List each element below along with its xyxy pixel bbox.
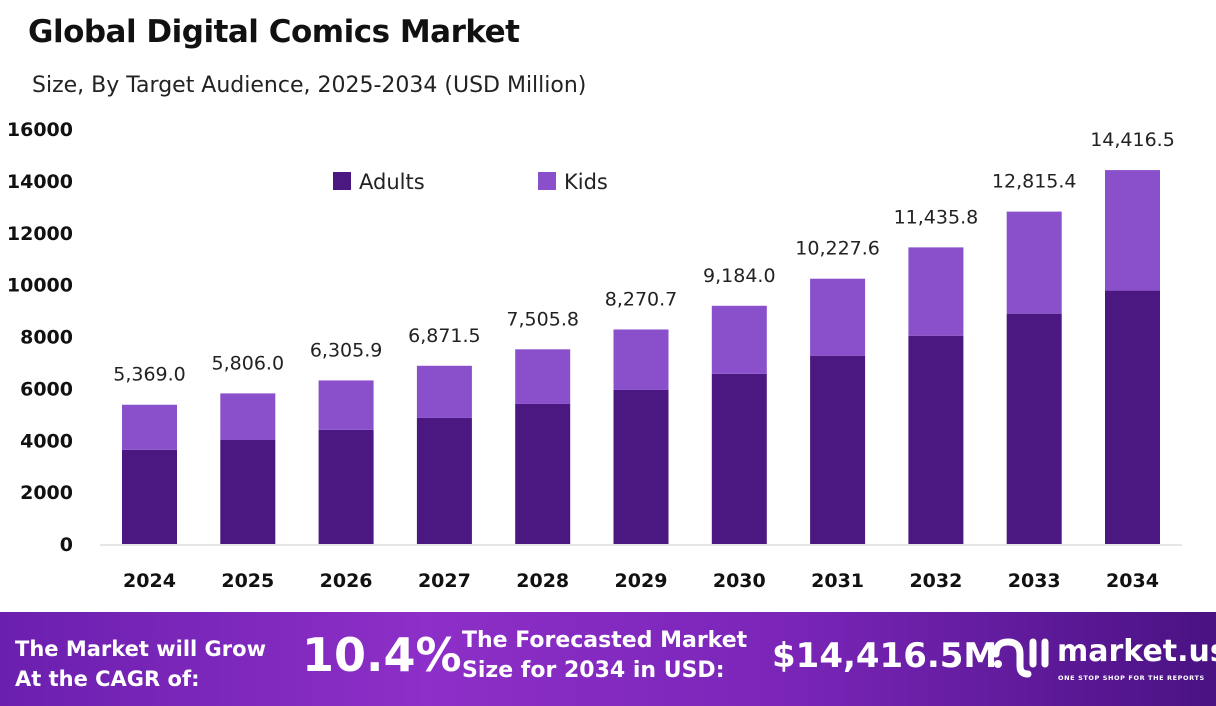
- total-data-label: 11,435.8: [894, 206, 979, 228]
- bar-adults-2028: [515, 403, 571, 544]
- total-data-label: 5,806.0: [212, 352, 285, 374]
- x-tick-label: 2030: [713, 570, 766, 592]
- y-tick-label: 0: [60, 534, 73, 556]
- bar-kids-2026: [318, 380, 374, 430]
- bar-adults-2024: [122, 449, 177, 544]
- total-data-label: 10,227.6: [795, 238, 880, 260]
- legend-swatch-kids: [538, 172, 556, 190]
- bar-adults-2034: [1105, 290, 1160, 544]
- bar-kids-2030: [711, 305, 767, 374]
- bar-adults-2026: [318, 429, 374, 544]
- cagr-label-line2: At the CAGR of:: [15, 667, 200, 691]
- bar-kids-2032: [908, 247, 964, 336]
- bar-kids-2028: [515, 349, 571, 404]
- x-tick-label: 2029: [615, 570, 668, 592]
- total-data-label: 12,815.4: [992, 171, 1077, 193]
- forecast-value: $14,416.5M: [772, 636, 998, 676]
- bar-kids-2029: [613, 329, 669, 390]
- x-tick-label: 2025: [221, 570, 274, 592]
- x-tick-label: 2031: [811, 570, 864, 592]
- y-tick-label: 4000: [20, 430, 73, 452]
- total-data-label: 8,270.7: [605, 288, 678, 310]
- total-data-label: 6,871.5: [408, 325, 481, 347]
- bar-adults-2025: [220, 439, 276, 544]
- cagr-label-line1: The Market will Grow: [15, 637, 266, 661]
- legend-swatch-adults: [333, 172, 351, 190]
- x-tick-label: 2028: [516, 570, 569, 592]
- forecast-label-line2: Size for 2034 in USD:: [462, 658, 725, 683]
- y-tick-label: 2000: [20, 482, 73, 504]
- bar-kids-2031: [810, 278, 866, 356]
- y-tick-label: 16000: [7, 119, 73, 141]
- total-data-label: 14,416.5: [1090, 129, 1175, 151]
- forecast-label: The Forecasted Market Size for 2034 in US…: [462, 626, 747, 686]
- bar-kids-2027: [416, 365, 472, 418]
- chart-title: Global Digital Comics Market: [28, 14, 520, 50]
- cagr-value: 10.4%: [302, 628, 462, 682]
- x-tick-label: 2033: [1008, 570, 1061, 592]
- legend-label-kids: Kids: [564, 170, 608, 194]
- y-tick-label: 12000: [7, 223, 73, 245]
- logo-tagline: ONE STOP SHOP FOR THE REPORTS: [1058, 674, 1205, 682]
- y-tick-label: 6000: [20, 378, 73, 400]
- footer-banner: The Market will Grow At the CAGR of: 10.4…: [0, 612, 1216, 706]
- bar-adults-2033: [1006, 313, 1062, 544]
- bar-adults-2031: [810, 355, 866, 544]
- market-us-logo-icon: [992, 638, 1049, 678]
- bar-kids-2034: [1105, 170, 1160, 291]
- bar-adults-2030: [711, 373, 767, 544]
- y-tick-label: 10000: [7, 275, 73, 297]
- bar-kids-2025: [220, 393, 276, 440]
- bar-adults-2027: [416, 417, 472, 544]
- y-tick-label: 8000: [20, 327, 73, 349]
- cagr-label: The Market will Grow At the CAGR of:: [15, 634, 266, 694]
- total-data-label: 5,369.0: [113, 364, 186, 386]
- y-tick-label: 14000: [7, 171, 73, 193]
- legend-label-adults: Adults: [359, 170, 425, 194]
- total-data-label: 9,184.0: [703, 265, 776, 287]
- x-tick-label: 2032: [909, 570, 962, 592]
- bar-kids-2033: [1006, 211, 1062, 314]
- x-tick-label: 2034: [1106, 570, 1159, 592]
- logo-name: market.us: [1057, 634, 1216, 669]
- bar-chart: 0 2000 4000 6000 8000 10000 12000 14000 16000 202…: [7, 119, 1182, 592]
- bar-adults-2029: [613, 389, 669, 544]
- x-tick-label: 2027: [418, 570, 471, 592]
- x-tick-label: 2024: [123, 570, 176, 592]
- forecast-label-line1: The Forecasted Market: [462, 628, 748, 653]
- total-data-label: 7,505.8: [506, 308, 579, 330]
- total-data-label: 6,305.9: [310, 339, 383, 361]
- x-tick-label: 2026: [320, 570, 373, 592]
- chart-subtitle: Size, By Target Audience, 2025-2034 (USD…: [32, 73, 587, 98]
- bar-adults-2032: [908, 335, 964, 544]
- bar-kids-2024: [122, 404, 177, 450]
